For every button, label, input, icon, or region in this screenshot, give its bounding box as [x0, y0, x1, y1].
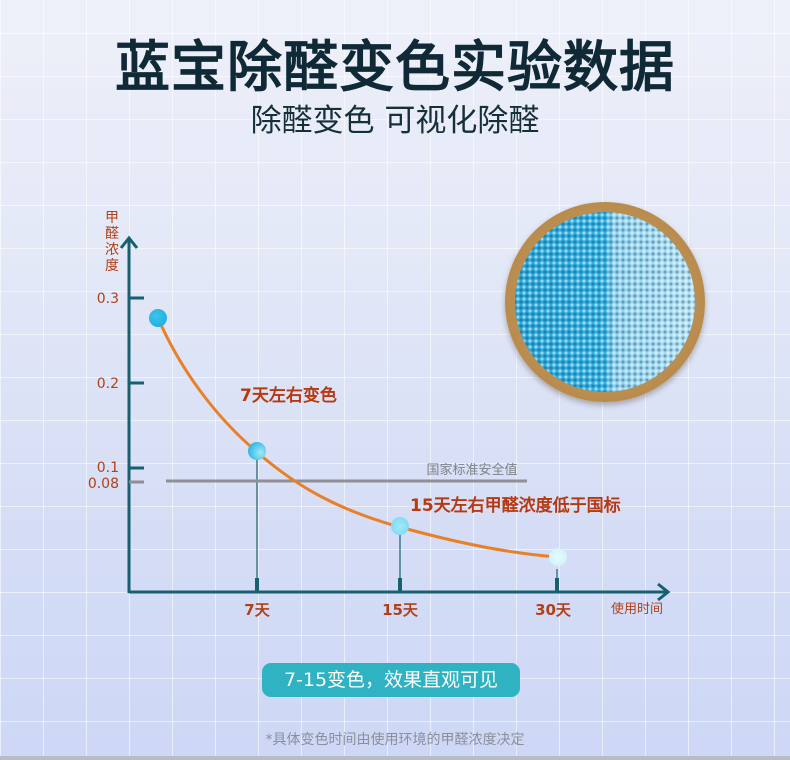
- page-title: 蓝宝除醛变色实验数据: [114, 35, 675, 99]
- result-badge: 7-15变色，效果直观可见: [262, 663, 520, 697]
- data-point-day30: [549, 548, 567, 566]
- beads-photo: [505, 202, 705, 402]
- concentration-curve: [156, 317, 558, 559]
- bottom-edge: [0, 756, 790, 760]
- data-point-day15: [391, 517, 409, 535]
- y-tick-label: 0.2: [97, 376, 119, 392]
- y-tick-label: 0.08: [88, 476, 119, 492]
- data-point-day7: [248, 442, 266, 460]
- x-tick-label: 30天: [535, 601, 572, 619]
- y-axis-arrow-icon: [119, 235, 139, 249]
- footnote: *具体变色时间由使用环境的甲醛浓度决定: [265, 732, 525, 748]
- y-title-char: 度: [105, 258, 119, 274]
- annotation-day7: 7天左右变色: [240, 385, 337, 406]
- page-subtitle: 除醛变色 可视化除醛: [250, 103, 540, 139]
- y-title-char: 甲: [105, 210, 119, 226]
- x-tick-label: 7天: [244, 601, 270, 619]
- y-tick-label: 0.3: [97, 291, 119, 307]
- annotation-day15: 15天左右甲醛浓度低于国标: [410, 495, 621, 516]
- x-axis-arrow-icon: [657, 582, 671, 602]
- data-point-day0: [149, 309, 167, 327]
- x-axis-title: 使用时间: [611, 601, 663, 617]
- y-tick-label: 0.1: [97, 460, 119, 476]
- y-title-char: 浓: [105, 242, 119, 258]
- reference-label: 国家标准安全值: [426, 462, 517, 478]
- y-title-char: 醛: [105, 226, 119, 242]
- y-axis-title: 甲 醛 浓 度: [105, 210, 119, 274]
- formaldehyde-beads-image: [515, 212, 695, 392]
- x-tick-label: 15天: [382, 601, 419, 619]
